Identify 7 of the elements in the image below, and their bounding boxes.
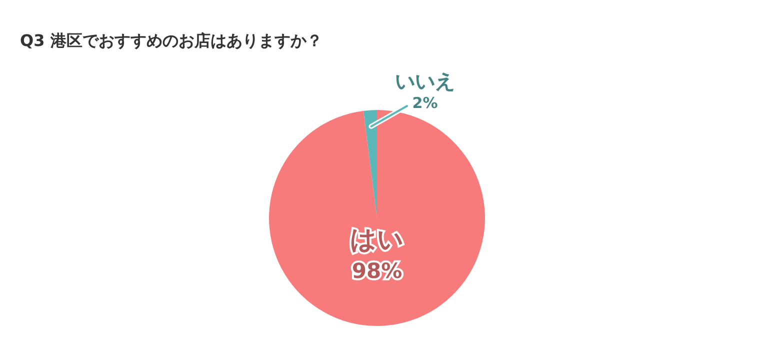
- slice-label: はい: [350, 225, 404, 256]
- pie-slice: [269, 110, 485, 326]
- pie-slice: [363, 110, 377, 218]
- chart-title: Q3 港区でおすすめのお店はありますか？: [20, 31, 322, 50]
- data-label: 98%: [352, 259, 402, 284]
- data-label: 2%: [412, 94, 438, 112]
- slice-label: いいえ: [395, 69, 455, 93]
